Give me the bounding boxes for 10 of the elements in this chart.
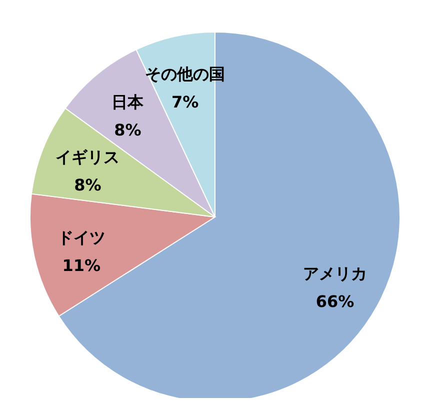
slice-label: その他の国	[145, 64, 226, 84]
slice-label: 日本	[112, 92, 145, 112]
data-label: 8%	[114, 120, 142, 140]
data-label: 66%	[316, 292, 354, 311]
slice-label: イギリス	[56, 148, 120, 167]
data-label: 8%	[74, 176, 102, 195]
slice-label: ドイツ	[57, 228, 106, 247]
data-label: 11%	[62, 256, 101, 275]
slice-label: アメリカ	[302, 264, 367, 283]
data-label: 7%	[172, 92, 199, 112]
